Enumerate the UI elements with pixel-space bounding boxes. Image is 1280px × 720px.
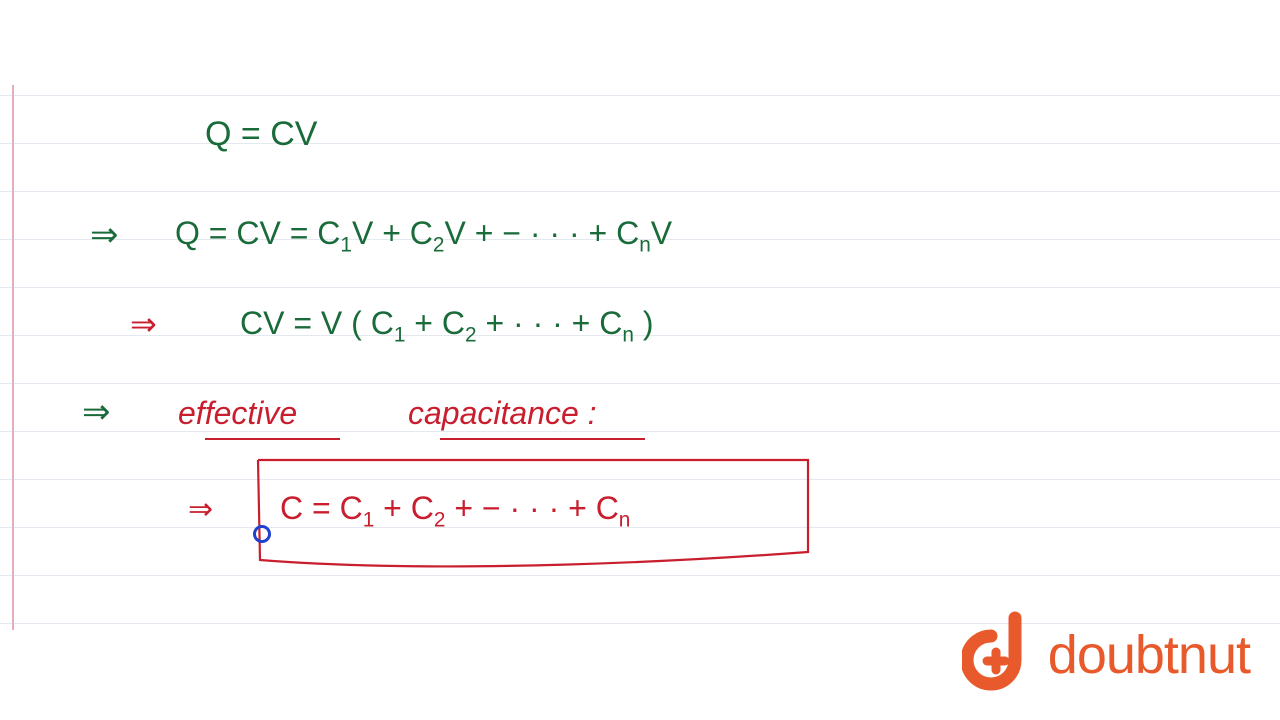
cursor-icon (253, 525, 271, 543)
equation-result: C = C1 + C2 + − · · · + Cn (280, 490, 630, 532)
logo-text: doubtnut (1048, 624, 1250, 686)
doubtnut-logo: doubtnut (962, 610, 1250, 700)
arrow-5: ⇒ (188, 492, 213, 527)
logo-icon (962, 610, 1040, 700)
